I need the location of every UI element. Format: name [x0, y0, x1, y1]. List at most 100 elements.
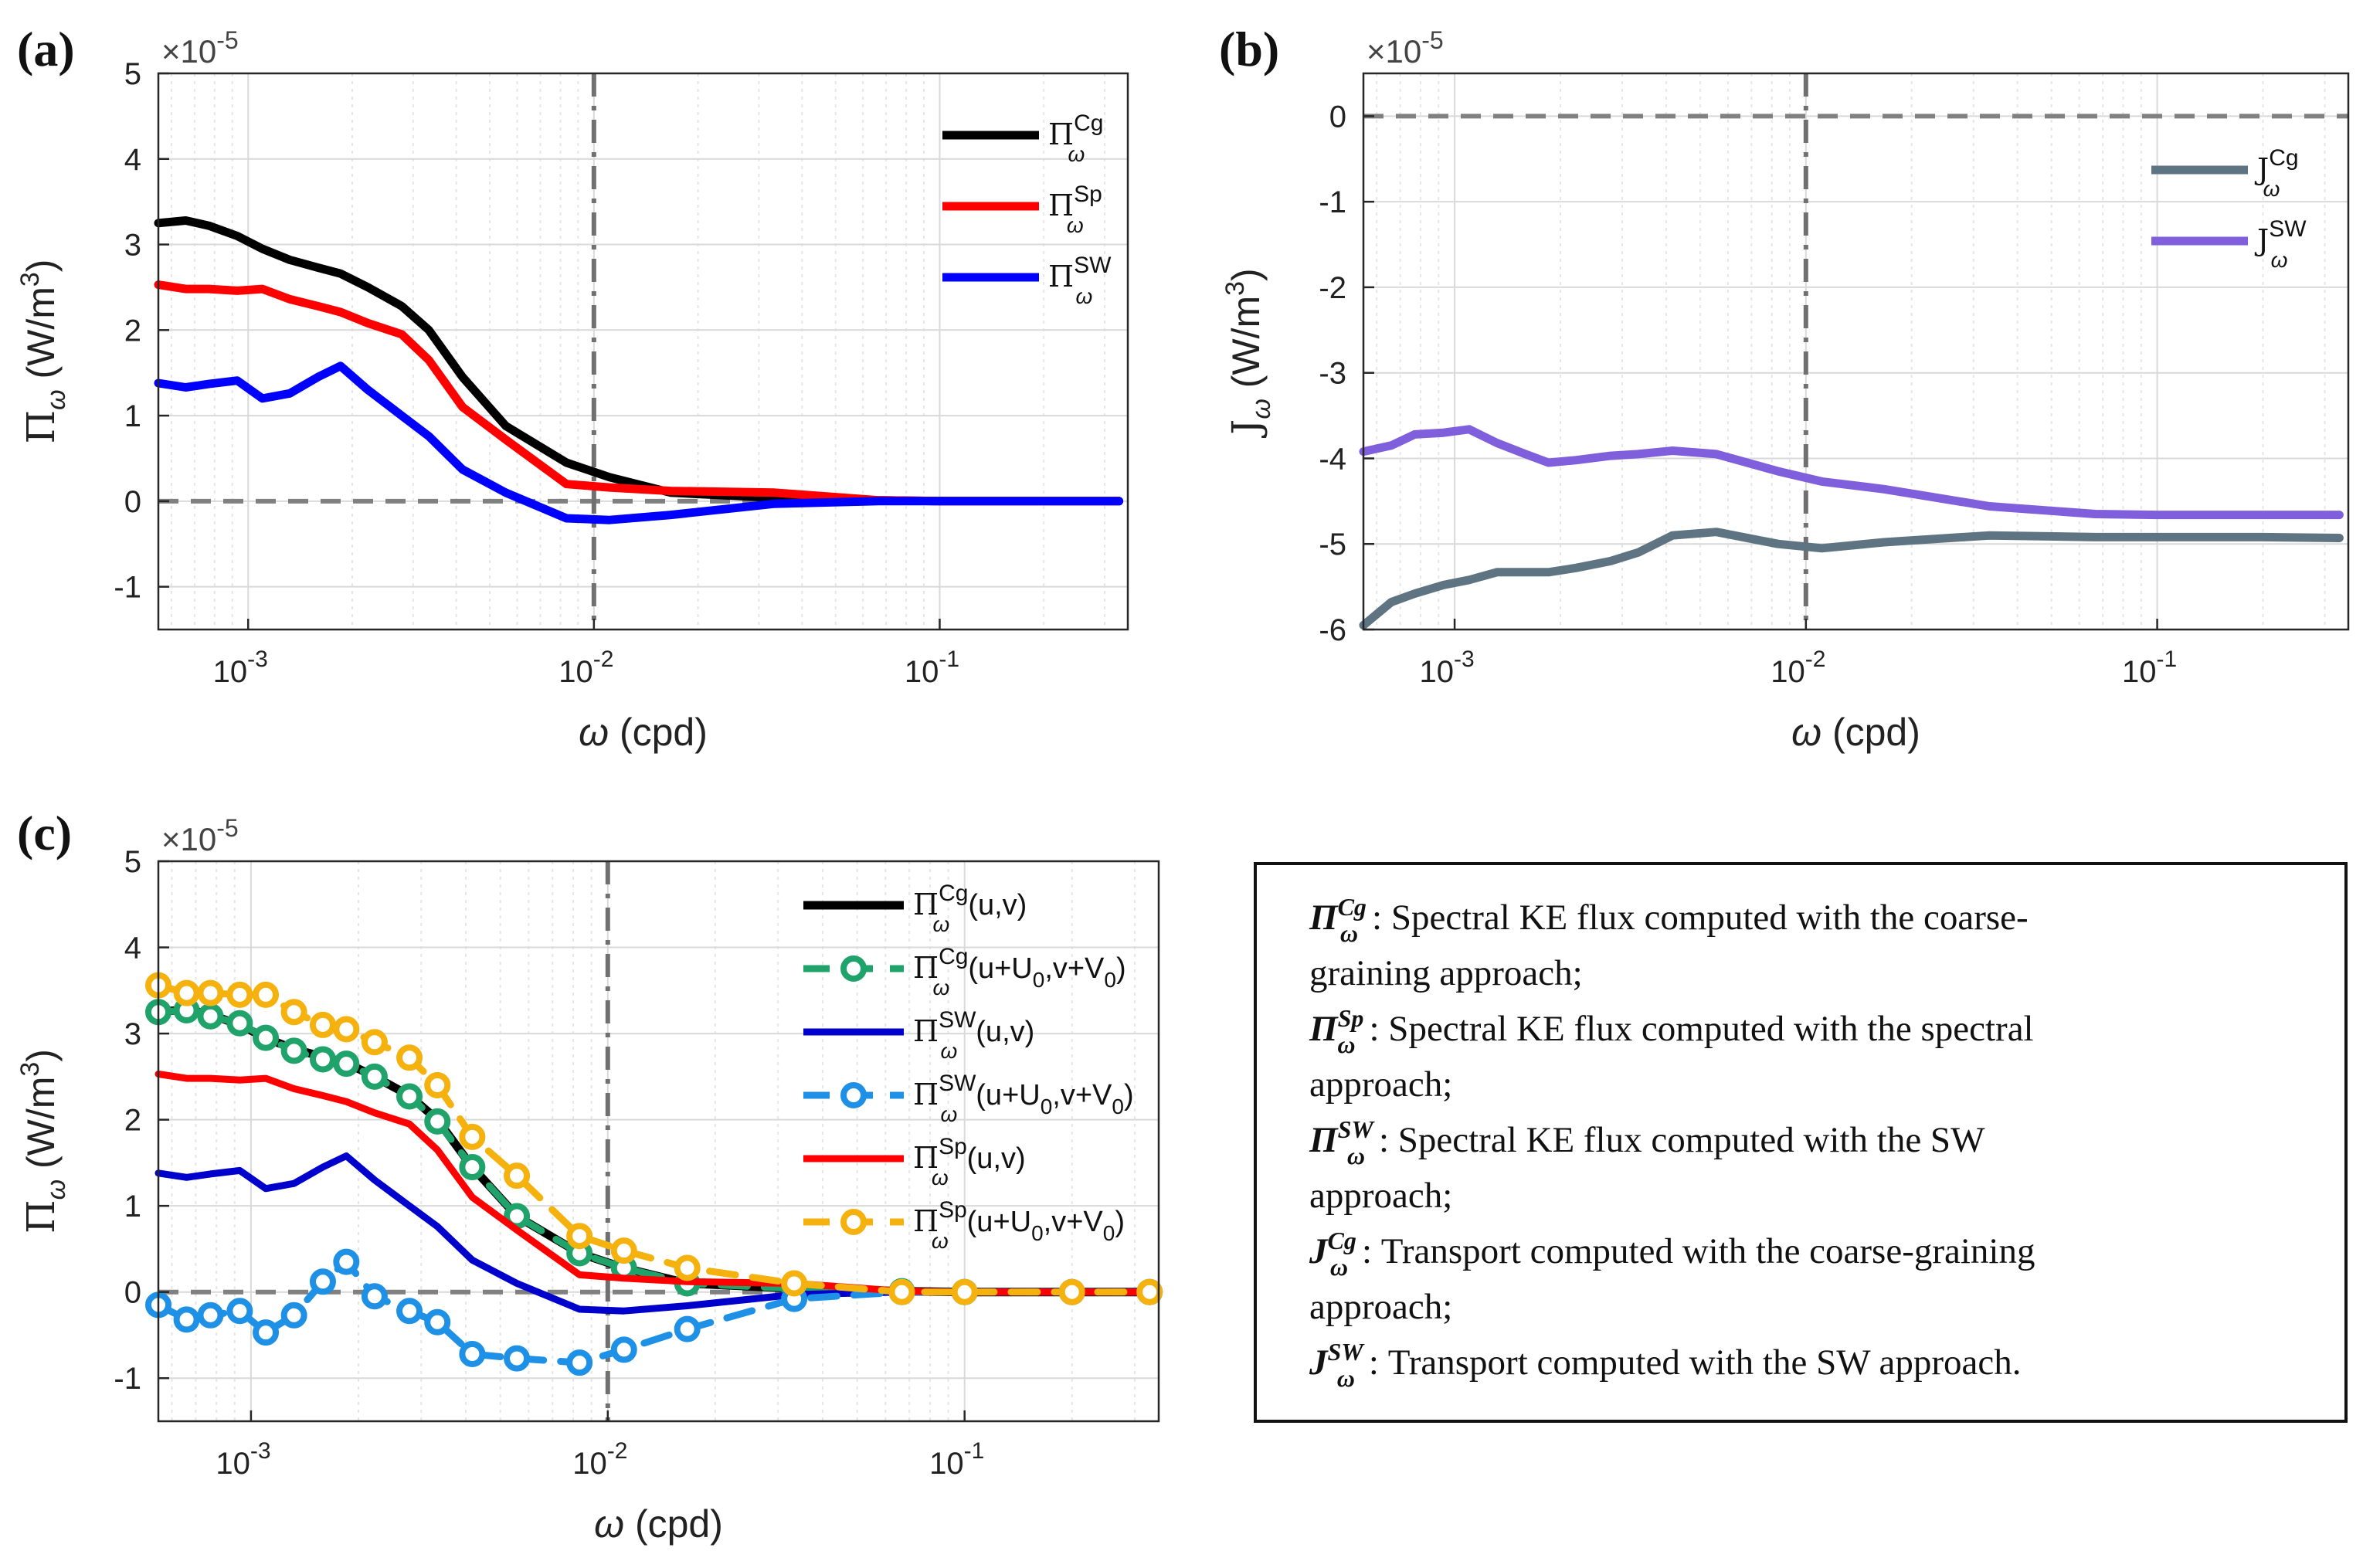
data-point	[888, 1278, 915, 1305]
legend-label: JCg ω	[2254, 145, 2299, 201]
data-point	[361, 1283, 388, 1310]
series-line-sp	[154, 280, 1124, 506]
data-point	[361, 1029, 388, 1056]
data-point	[309, 1046, 336, 1073]
y-axis-label: Πω (W/m3)	[15, 1049, 71, 1234]
data-point	[459, 1153, 486, 1180]
y-tick-label: -1	[114, 1362, 141, 1396]
data-point	[333, 1016, 360, 1043]
x-tick-label: 10-2	[558, 647, 613, 689]
series-line-cg	[1359, 528, 2344, 630]
x-tick-label: 10-3	[216, 1438, 270, 1481]
data-point	[309, 1268, 336, 1295]
y-multiplier: ×10-5	[1367, 26, 1444, 70]
data-point	[566, 1349, 593, 1376]
y-tick-label: 2	[124, 1104, 141, 1138]
legend-marker	[840, 1082, 867, 1108]
legend: JCg ω JSW ω	[2151, 145, 2307, 272]
x-axis-label: ω (cpd)	[594, 1502, 723, 1546]
data-point	[396, 1083, 423, 1110]
series-group	[154, 216, 1124, 524]
y-tick-label: -5	[1319, 528, 1346, 562]
y-tick-label: 0	[124, 1276, 141, 1310]
data-point	[333, 1050, 360, 1078]
data-point	[396, 1298, 423, 1325]
x-tick-label: 10-1	[905, 647, 959, 689]
legend-label: JSW ω	[2254, 216, 2307, 272]
legend-label: ΠSW ω(u+U0,v+V0)	[913, 1071, 1134, 1126]
data-point	[610, 1336, 637, 1363]
description-line: approach;	[1309, 1287, 1452, 1327]
data-point	[197, 1003, 224, 1030]
data-point	[781, 1270, 808, 1297]
data-point	[197, 1302, 224, 1329]
data-point	[226, 1010, 253, 1037]
legend-label: ΠCg ω	[1048, 110, 1104, 166]
description-line: approach;	[1309, 1176, 1452, 1216]
description-line: approach;	[1309, 1064, 1452, 1105]
series-line-sw	[154, 361, 1124, 524]
data-point	[396, 1044, 423, 1071]
data-point	[280, 1302, 307, 1329]
y-tick-label: -3	[1319, 357, 1346, 391]
legend-label: ΠSW ω(u,v)	[913, 1007, 1034, 1063]
x-axis-label: ω (cpd)	[1791, 711, 1920, 754]
data-point	[253, 1319, 280, 1346]
y-tick-label: 1	[124, 1190, 141, 1224]
description-line: JSW ω: Transport computed with the SW app…	[1309, 1338, 2021, 1392]
description-line: ΠSp ω: Spectral KE flux computed with the…	[1309, 1004, 2034, 1058]
y-axis-label: Jω (W/m3)	[1221, 268, 1276, 438]
y-tick-label: 1	[124, 399, 141, 433]
legend-label: ΠCg ω(u+U0,v+V0)	[913, 944, 1126, 1000]
data-point	[674, 1315, 701, 1342]
chart-panel-c: (c) ×10-5 -1 0 1 2 3 4 5 10-3 10-2 10-1 ω (cpd) Πω (W…	[15, 806, 1163, 1546]
data-point	[309, 1011, 336, 1038]
y-tick-label: 3	[124, 1017, 141, 1051]
x-tick-label: 10-1	[929, 1438, 984, 1481]
chart-panel-b: (b) ×10-5 -6 -5 -4 -3 -2 -1 0 10-3 10-2 10-1 ω (cpd)…	[1219, 22, 2350, 754]
plot-area	[158, 73, 1128, 630]
y-tick-label: 4	[124, 932, 141, 966]
data-point	[226, 981, 253, 1008]
y-tick-label: -6	[1319, 613, 1346, 647]
description-line: JCg ω: Transport computed with the coarse…	[1309, 1227, 2035, 1281]
x-tick-label: 10-1	[2122, 647, 2177, 689]
description-line: ΠSW ω: Spectral KE flux computed with the…	[1309, 1115, 1985, 1169]
data-point	[459, 1123, 486, 1150]
data-point	[280, 1037, 307, 1064]
series-line-sw	[1359, 425, 2344, 520]
x-tick-label: 10-3	[1419, 647, 1474, 689]
y-axis-label: Πω (W/m3)	[15, 260, 71, 444]
y-tick-label: 5	[124, 845, 141, 879]
panel-label-a: (a)	[17, 22, 75, 76]
legend-label: ΠSW ω	[1048, 253, 1112, 308]
y-multiplier: ×10-5	[161, 814, 239, 857]
y-tick-label: -4	[1319, 442, 1346, 476]
legend-label: ΠCg ω(u,v)	[913, 881, 1027, 936]
data-point	[424, 1072, 451, 1098]
data-point	[197, 979, 224, 1006]
y-tick-label: 4	[124, 143, 141, 177]
y-tick-label: -1	[114, 571, 141, 605]
data-point	[504, 1345, 531, 1372]
data-point	[1058, 1278, 1085, 1305]
data-point	[280, 999, 307, 1026]
data-point	[566, 1223, 593, 1250]
series-group	[1359, 425, 2344, 630]
legend-marker	[840, 955, 867, 982]
description-box: ΠCg ω: Spectral KE flux computed with the…	[1254, 862, 2348, 1423]
data-point	[610, 1237, 637, 1264]
legend-label: ΠSp ω	[1048, 182, 1102, 237]
data-point	[459, 1341, 486, 1367]
data-point	[674, 1254, 701, 1281]
series-group	[145, 972, 1163, 1376]
legend: ΠCg ω(u,v) ΠCg ω(u+U0,v+V0) ΠSW ω(u,v) ΠSW ω(u+…	[803, 881, 1134, 1253]
axes-frame	[1362, 72, 2350, 631]
axes-frame	[157, 72, 1129, 631]
x-tick-label: 10-2	[1771, 647, 1825, 689]
data-point	[424, 1308, 451, 1336]
data-point	[253, 981, 280, 1008]
x-tick-label: 10-3	[213, 647, 268, 689]
data-point	[226, 1298, 253, 1325]
data-point	[361, 1063, 388, 1090]
